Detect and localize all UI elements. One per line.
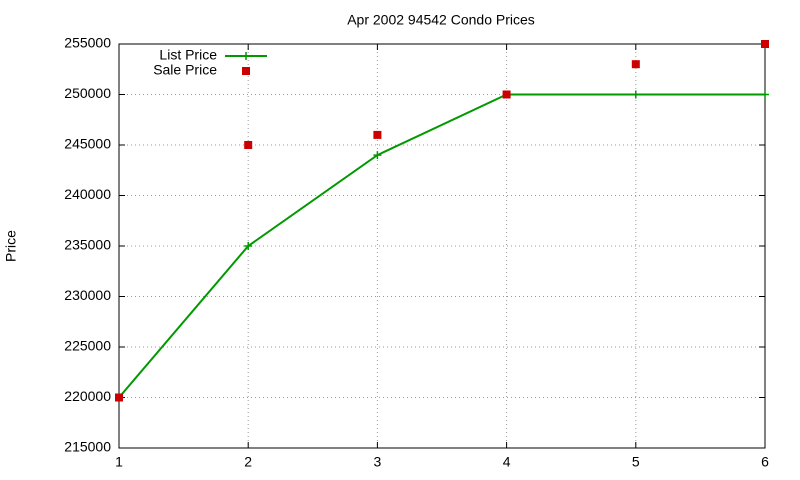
x-tick-label: 2 (244, 454, 252, 470)
data-point (761, 90, 769, 99)
legend-label: Sale Price (153, 62, 217, 78)
y-tick-label: 245000 (64, 136, 111, 152)
y-tick-label: 240000 (64, 186, 111, 202)
x-tick-label: 5 (632, 454, 640, 470)
chart-title: Apr 2002 94542 Condo Prices (347, 12, 535, 28)
series-line (118, 93, 765, 399)
y-tick-label: 255000 (64, 35, 111, 51)
data-point (761, 40, 769, 48)
y-tick-label: 215000 (64, 439, 111, 455)
legend-swatch (242, 52, 250, 60)
data-point (631, 90, 640, 99)
y-tick-label: 220000 (64, 388, 111, 404)
y-axis-label: Price (3, 230, 19, 262)
data-point (244, 242, 253, 250)
x-tick-label: 1 (115, 454, 123, 470)
data-point (373, 130, 382, 139)
legend-label: List Price (159, 47, 217, 63)
y-tick-label: 235000 (64, 237, 111, 253)
x-tick-label: 6 (761, 454, 769, 470)
y-tick-label: 225000 (64, 338, 111, 354)
data-point (244, 141, 253, 149)
x-tick-label: 3 (374, 454, 382, 470)
data-point (502, 90, 511, 99)
data-point (373, 151, 382, 160)
legend-swatch (242, 67, 250, 75)
y-tick-label: 230000 (64, 287, 111, 303)
y-tick-label: 250000 (64, 85, 111, 101)
data-point (631, 60, 640, 69)
x-tick-label: 4 (503, 454, 511, 470)
data-point (115, 393, 123, 402)
